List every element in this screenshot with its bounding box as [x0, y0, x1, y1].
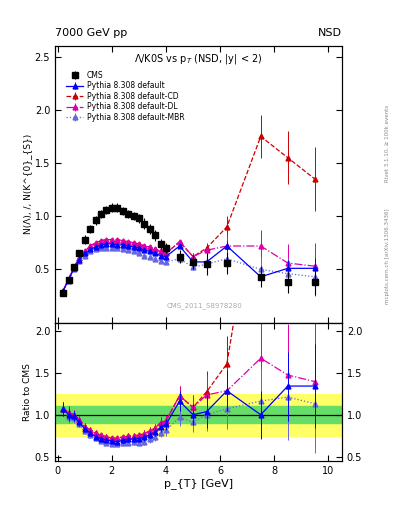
Y-axis label: N(Λ), /, N(K^{0}_{S}): N(Λ), /, N(K^{0}_{S}) — [23, 134, 32, 234]
Bar — [55, 407, 342, 423]
Text: $\Lambda$/K0S vs p$_T$ (NSD, |y| < 2): $\Lambda$/K0S vs p$_T$ (NSD, |y| < 2) — [134, 52, 263, 66]
Y-axis label: Ratio to CMS: Ratio to CMS — [23, 362, 32, 421]
Text: CMS_2011_S8978280: CMS_2011_S8978280 — [166, 302, 242, 309]
Legend: CMS, Pythia 8.308 default, Pythia 8.308 default-CD, Pythia 8.308 default-DL, Pyt: CMS, Pythia 8.308 default, Pythia 8.308 … — [64, 69, 186, 123]
Text: 7000 GeV pp: 7000 GeV pp — [55, 28, 127, 38]
X-axis label: p_{T} [GeV]: p_{T} [GeV] — [164, 478, 233, 489]
Text: NSD: NSD — [318, 28, 342, 38]
Text: Rivet 3.1.10, ≥ 100k events: Rivet 3.1.10, ≥ 100k events — [385, 105, 390, 182]
Bar — [55, 394, 342, 436]
Text: mcplots.cern.ch [arXiv:1306.3436]: mcplots.cern.ch [arXiv:1306.3436] — [385, 208, 390, 304]
